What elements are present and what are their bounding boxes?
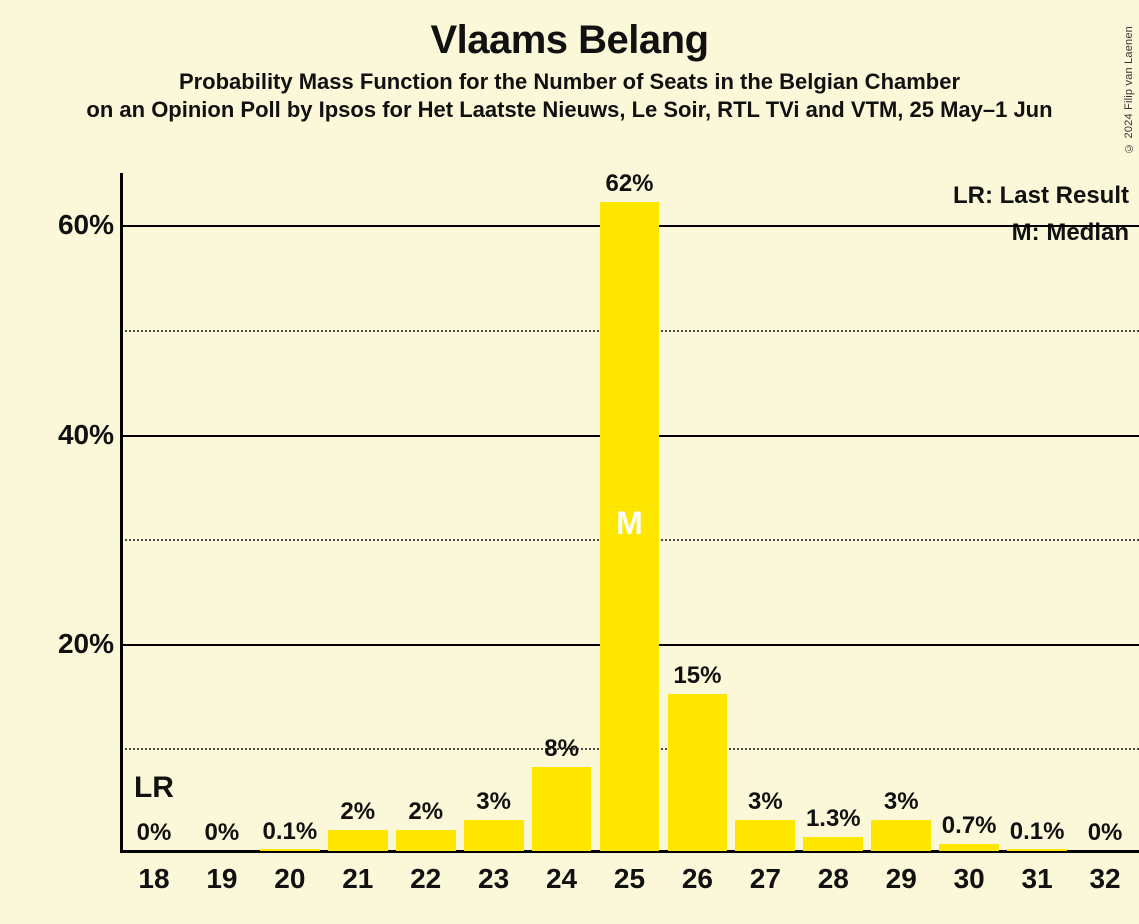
bar	[532, 767, 592, 851]
x-tick-label: 18	[138, 863, 169, 895]
chart-title: Vlaams Belang	[0, 18, 1139, 63]
bar	[871, 820, 931, 851]
bar-value-label: 8%	[527, 735, 597, 763]
x-tick-label: 32	[1089, 863, 1120, 895]
legend-m: M: Median	[953, 214, 1129, 251]
bar-value-label: 0.1%	[1002, 818, 1072, 846]
bar-value-label: 0%	[119, 819, 189, 847]
bar-value-label: 1.3%	[798, 805, 868, 833]
y-tick-label: 40%	[24, 419, 114, 451]
bar	[396, 830, 456, 851]
bar	[464, 820, 524, 851]
bar	[735, 820, 795, 851]
bar-value-label: 0%	[187, 819, 257, 847]
x-tick-label: 23	[478, 863, 509, 895]
legend-lr: LR: Last Result	[953, 177, 1129, 214]
last-result-marker: LR	[134, 771, 174, 805]
x-tick-label: 22	[410, 863, 441, 895]
bar-value-label: 3%	[459, 788, 529, 816]
bar	[668, 694, 728, 851]
x-tick-label: 25	[614, 863, 645, 895]
bar-value-label: 0%	[1070, 819, 1139, 847]
x-tick-label: 24	[546, 863, 577, 895]
bar-value-label: 15%	[662, 662, 732, 690]
bar	[803, 837, 863, 851]
bar	[939, 844, 999, 851]
y-tick-label: 60%	[24, 209, 114, 241]
x-tick-label: 19	[206, 863, 237, 895]
bar	[260, 849, 320, 851]
x-tick-label: 31	[1022, 863, 1053, 895]
plot-area: LR: Last Result M: Median 20%40%60%0%18L…	[120, 173, 1139, 853]
bar-value-label: 0.1%	[255, 818, 325, 846]
x-tick-label: 26	[682, 863, 713, 895]
x-tick-label: 29	[886, 863, 917, 895]
y-axis	[120, 173, 123, 853]
chart-subtitle: Probability Mass Function for the Number…	[0, 69, 1139, 95]
bar-value-label: 3%	[866, 788, 936, 816]
y-tick-label: 20%	[24, 628, 114, 660]
x-tick-label: 28	[818, 863, 849, 895]
bar-value-label: 3%	[730, 788, 800, 816]
bar-value-label: 2%	[323, 798, 393, 826]
x-tick-label: 30	[954, 863, 985, 895]
bar-value-label: 62%	[595, 170, 665, 198]
copyright-text: © 2024 Filip van Laenen	[1123, 26, 1135, 154]
bar-value-label: 2%	[391, 798, 461, 826]
median-marker: M	[616, 505, 643, 542]
bar	[328, 830, 388, 851]
bar	[1007, 849, 1067, 851]
x-tick-label: 21	[342, 863, 373, 895]
bar-value-label: 0.7%	[934, 812, 1004, 840]
chart-subtitle-2: on an Opinion Poll by Ipsos for Het Laat…	[0, 97, 1139, 123]
x-tick-label: 20	[274, 863, 305, 895]
legend: LR: Last Result M: Median	[953, 177, 1129, 251]
x-tick-label: 27	[750, 863, 781, 895]
